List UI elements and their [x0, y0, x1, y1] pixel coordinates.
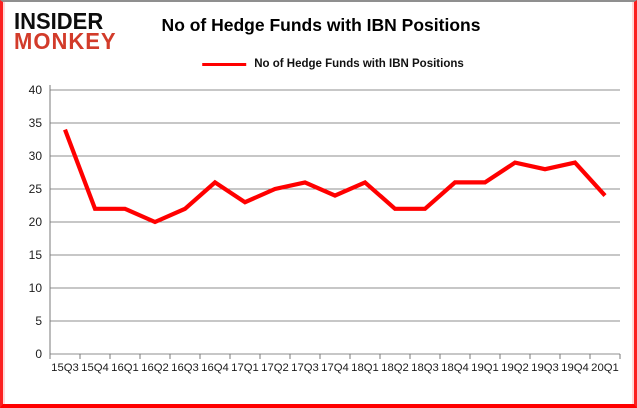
- x-axis-label: 17Q3: [291, 362, 319, 374]
- y-axis-label: 5: [35, 314, 42, 328]
- x-axis-label: 18Q4: [441, 362, 469, 374]
- insider-monkey-logo: INSIDER MONKEY: [14, 7, 117, 55]
- x-axis-label: 19Q4: [561, 362, 589, 374]
- x-axis-label: 20Q1: [591, 362, 619, 374]
- x-axis-label: 19Q2: [501, 362, 529, 374]
- x-axis-label: 16Q3: [171, 362, 199, 374]
- legend-line-swatch: [202, 62, 247, 66]
- x-axis-label: 19Q1: [471, 362, 499, 374]
- y-axis-label: 20: [29, 215, 43, 229]
- x-axis-label: 16Q1: [111, 362, 139, 374]
- legend-label: No of Hedge Funds with IBN Positions: [254, 58, 464, 70]
- x-axis-label: 18Q1: [351, 362, 379, 374]
- y-axis-label: 40: [29, 83, 43, 97]
- x-axis-label: 15Q3: [51, 362, 79, 374]
- chart-title: No of Hedge Funds with IBN Positions: [161, 15, 481, 35]
- y-axis-label: 15: [29, 248, 43, 262]
- legend: No of Hedge Funds with IBN Positions: [202, 58, 464, 70]
- x-axis-label: 17Q2: [261, 362, 289, 374]
- x-axis-label: 17Q1: [231, 362, 259, 374]
- x-axis-label: 17Q4: [321, 362, 349, 374]
- x-axis-label: 16Q4: [201, 362, 229, 374]
- line-chart: 0 5 10 15 20 25 30 35 40 15Q3 15Q4 16Q1 16Q2 16Q3 16Q4…: [29, 83, 621, 374]
- y-axis-label: 35: [29, 116, 43, 130]
- series-line: [63, 128, 607, 225]
- y-axis-label: 25: [29, 182, 43, 196]
- x-axis-label: 15Q4: [81, 362, 109, 374]
- x-axis-label: 18Q2: [381, 362, 409, 374]
- x-axis-label: 16Q2: [141, 362, 169, 374]
- x-axis-label: 18Q3: [411, 362, 439, 374]
- logo-insider-text: INSIDER: [14, 7, 104, 35]
- logo-monkey-text: MONKEY: [14, 27, 117, 55]
- y-axis-label: 0: [35, 347, 42, 361]
- x-axis-label: 19Q3: [531, 362, 559, 374]
- y-axis-label: 10: [29, 281, 43, 295]
- y-axis-label: 30: [29, 149, 43, 163]
